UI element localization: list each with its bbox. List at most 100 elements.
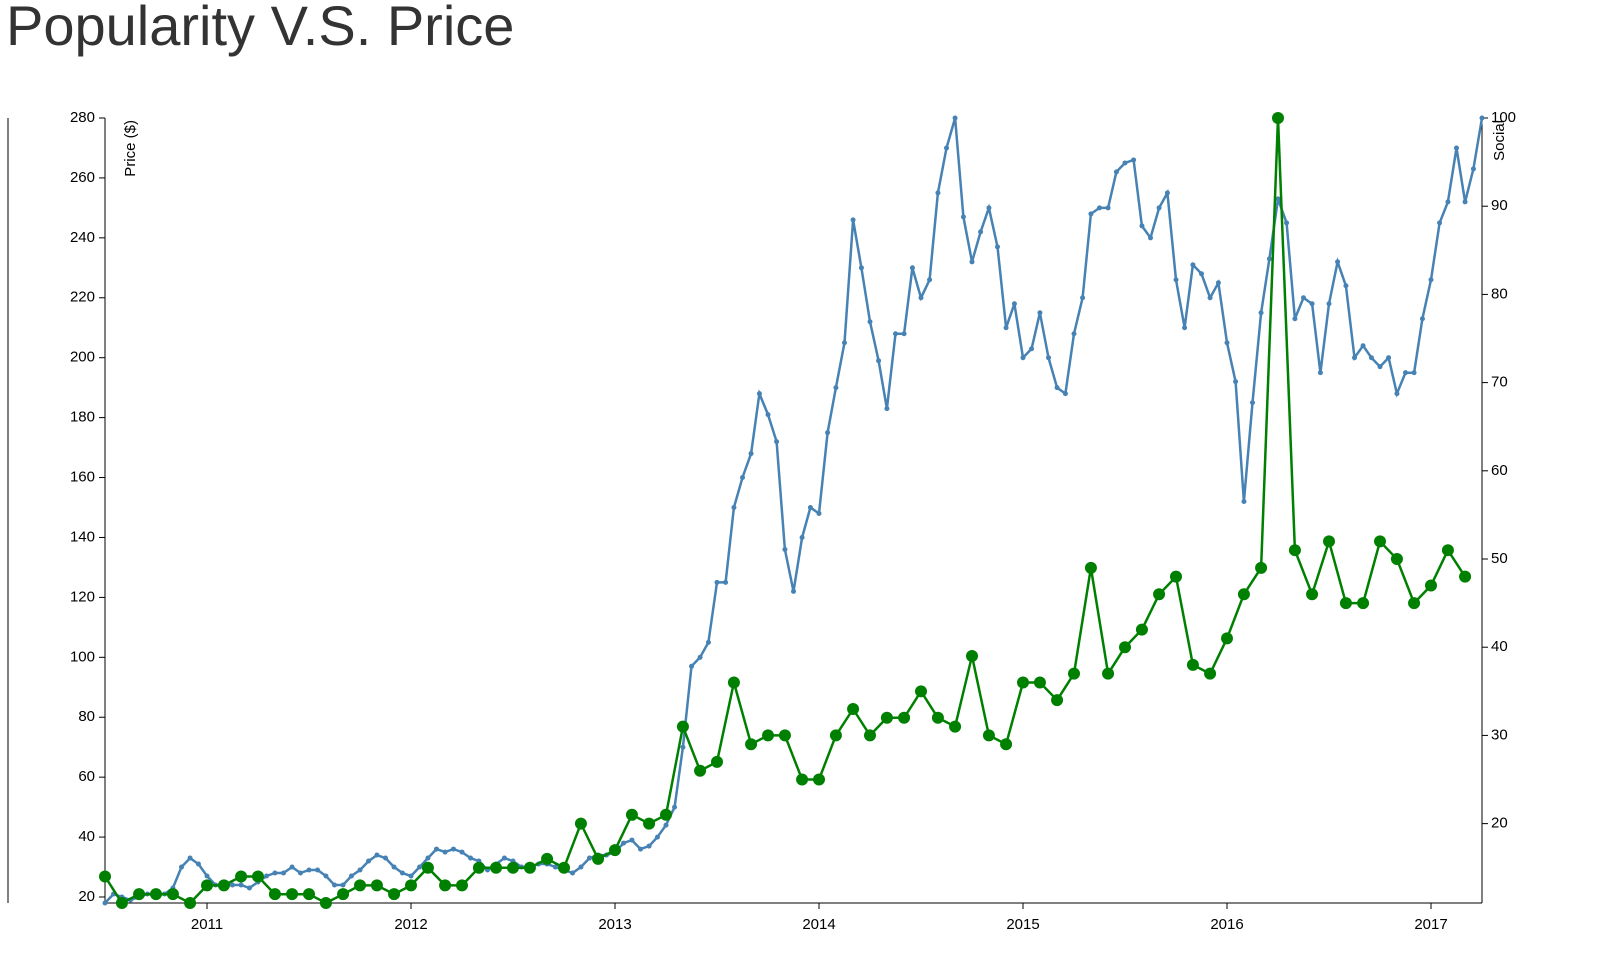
point bbox=[765, 412, 771, 418]
y-tick-label: 60 bbox=[78, 768, 95, 785]
point bbox=[711, 755, 723, 768]
point bbox=[982, 729, 995, 742]
point bbox=[680, 744, 686, 750]
point bbox=[1425, 579, 1437, 592]
y2-tick-label: 100 bbox=[1491, 109, 1516, 126]
point bbox=[880, 711, 893, 724]
point bbox=[927, 277, 933, 283]
point bbox=[714, 579, 720, 585]
point bbox=[417, 864, 423, 870]
point bbox=[578, 864, 584, 870]
point bbox=[501, 855, 507, 861]
point bbox=[1306, 588, 1319, 601]
y2-tick-label: 20 bbox=[1491, 815, 1508, 832]
point bbox=[1352, 355, 1357, 361]
point bbox=[399, 870, 405, 876]
point bbox=[201, 879, 213, 892]
point bbox=[1258, 310, 1264, 316]
point bbox=[931, 711, 944, 724]
y2-tick-label: 60 bbox=[1491, 462, 1508, 479]
point bbox=[264, 873, 270, 879]
point bbox=[813, 773, 825, 786]
point bbox=[1479, 115, 1485, 121]
point bbox=[391, 864, 397, 870]
point bbox=[442, 849, 448, 855]
point bbox=[468, 855, 474, 861]
point bbox=[829, 729, 842, 742]
y-tick-label: 220 bbox=[70, 289, 95, 306]
point bbox=[1233, 379, 1239, 385]
point bbox=[660, 808, 672, 821]
point bbox=[289, 864, 295, 870]
point bbox=[901, 331, 907, 337]
point bbox=[1011, 301, 1017, 307]
y2-tick-label: 90 bbox=[1491, 197, 1508, 214]
point bbox=[1357, 597, 1370, 610]
point bbox=[694, 764, 707, 777]
point bbox=[1119, 641, 1131, 654]
point bbox=[1084, 561, 1097, 574]
y2-tick-label: 30 bbox=[1491, 726, 1508, 743]
point bbox=[1408, 597, 1421, 610]
point bbox=[1374, 535, 1386, 548]
point bbox=[272, 870, 278, 876]
point bbox=[1164, 190, 1170, 196]
point bbox=[1186, 658, 1199, 671]
point bbox=[858, 265, 864, 271]
point bbox=[654, 834, 660, 840]
y-tick-label: 200 bbox=[70, 349, 95, 366]
point bbox=[303, 888, 315, 901]
point bbox=[1309, 301, 1315, 307]
point bbox=[246, 885, 252, 891]
point bbox=[935, 190, 941, 196]
point bbox=[1204, 667, 1217, 680]
y-tick-label: 160 bbox=[70, 469, 95, 486]
point bbox=[944, 145, 949, 151]
point bbox=[1207, 295, 1213, 301]
point bbox=[1343, 283, 1349, 289]
point bbox=[676, 720, 689, 733]
point bbox=[762, 729, 774, 742]
point bbox=[1088, 211, 1094, 217]
y2-tick-label: 40 bbox=[1491, 638, 1508, 655]
point bbox=[1317, 370, 1323, 376]
x-tick-label: 2016 bbox=[1210, 916, 1243, 933]
point bbox=[1419, 316, 1425, 322]
x-tick-label: 2013 bbox=[598, 916, 631, 933]
point bbox=[778, 729, 791, 742]
chart-title: Popularity V.S. Price bbox=[6, 0, 514, 57]
point bbox=[115, 897, 128, 909]
point bbox=[370, 879, 383, 892]
y-tick-label: 80 bbox=[78, 708, 95, 725]
point bbox=[915, 685, 927, 698]
point bbox=[297, 870, 303, 876]
point bbox=[357, 867, 363, 873]
point bbox=[1170, 570, 1182, 583]
point bbox=[1148, 235, 1153, 241]
y2-axis-title: Social bbox=[1491, 120, 1508, 161]
point bbox=[825, 430, 831, 436]
point bbox=[978, 229, 984, 235]
point bbox=[816, 510, 822, 516]
point bbox=[1221, 632, 1233, 645]
point bbox=[1102, 667, 1115, 680]
point bbox=[646, 843, 652, 849]
point bbox=[1386, 355, 1392, 361]
point bbox=[782, 546, 788, 552]
point bbox=[850, 217, 856, 223]
point bbox=[133, 888, 146, 901]
point bbox=[592, 852, 605, 865]
point bbox=[348, 873, 354, 879]
point bbox=[408, 873, 414, 879]
point bbox=[366, 858, 372, 864]
point bbox=[1377, 364, 1383, 370]
series-line bbox=[103, 117, 1467, 905]
point bbox=[748, 451, 754, 457]
point bbox=[439, 879, 452, 892]
point bbox=[1437, 220, 1443, 226]
point bbox=[918, 295, 924, 301]
point bbox=[184, 897, 197, 909]
point bbox=[1037, 310, 1043, 316]
point bbox=[1029, 346, 1035, 352]
point bbox=[425, 855, 431, 861]
